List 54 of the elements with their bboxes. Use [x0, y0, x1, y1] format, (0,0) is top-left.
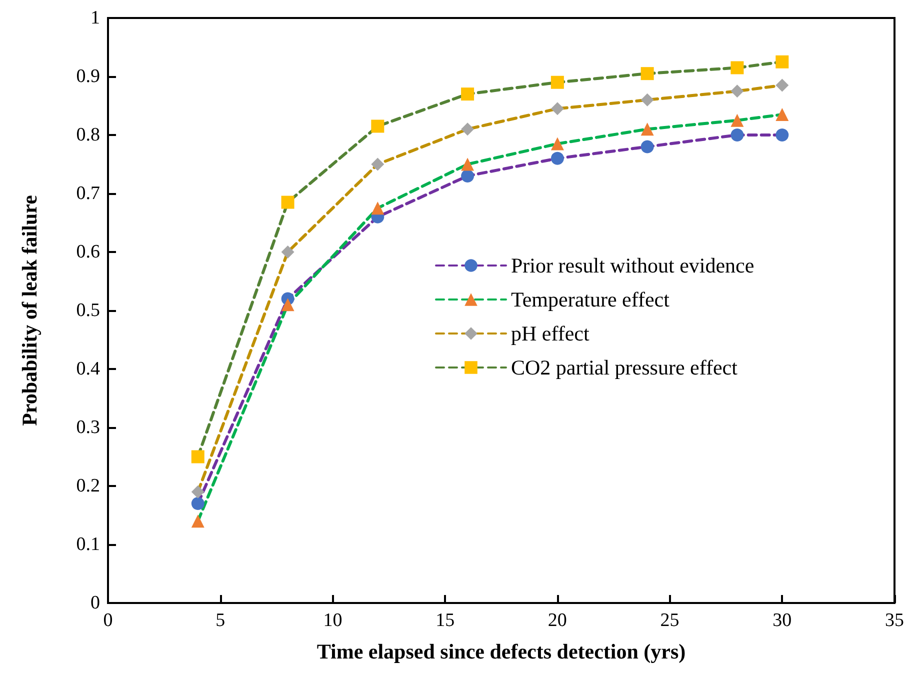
point [191, 497, 204, 510]
point [730, 128, 744, 142]
point [776, 78, 789, 92]
x-tick-label: 20 [548, 610, 567, 631]
point [461, 88, 474, 101]
x-tick-label: 10 [323, 610, 342, 631]
x-axis-title: Time elapsed since defects detection (yrs) [316, 640, 686, 664]
y-tick-label: 0 [90, 592, 100, 614]
y-tick-label: 0.2 [76, 476, 100, 496]
point [640, 140, 654, 154]
legend-label: CO2 partial pressure effect [511, 356, 738, 380]
point [776, 128, 789, 142]
x-tick-label: 15 [436, 610, 455, 631]
point [776, 55, 789, 68]
point [191, 514, 204, 528]
point [730, 61, 744, 74]
point [461, 158, 474, 171]
y-tick-label: 0.8 [76, 124, 100, 146]
point [776, 108, 789, 122]
legend-label: pH effect [511, 322, 590, 346]
x-tick-label: 30 [772, 610, 792, 631]
x-tick-label: 25 [660, 610, 680, 631]
point [191, 450, 204, 464]
y-tick-label: 0.9 [76, 66, 100, 87]
y-axis-title: Probability of leak failure [18, 195, 42, 426]
point [281, 246, 294, 258]
point [640, 93, 654, 106]
point [461, 169, 474, 182]
point [640, 67, 654, 80]
point [371, 158, 384, 171]
y-tick-label: 0.1 [76, 534, 100, 555]
legend-label: Prior result without evidence [511, 254, 754, 278]
point [640, 122, 654, 136]
point [191, 485, 204, 498]
point [281, 298, 294, 312]
x-tick-label: 5 [216, 610, 226, 631]
point [550, 152, 564, 165]
point [550, 102, 564, 116]
y-tick-label: 0.7 [76, 183, 100, 204]
y-tick-label: 0.3 [76, 417, 100, 438]
point [371, 120, 384, 133]
point [730, 114, 744, 127]
point [550, 76, 564, 89]
y-tick-label: 1 [90, 8, 100, 28]
legend-label: Temperature effect [511, 288, 670, 312]
y-tick-label: 0.4 [76, 358, 100, 380]
point [461, 122, 474, 136]
x-tick-label: 35 [885, 610, 904, 631]
point [730, 84, 744, 98]
point [281, 196, 294, 209]
point [550, 137, 564, 150]
point [371, 202, 384, 215]
y-tick-label: 0.6 [76, 242, 100, 262]
y-tick-label: 0.5 [76, 300, 100, 321]
